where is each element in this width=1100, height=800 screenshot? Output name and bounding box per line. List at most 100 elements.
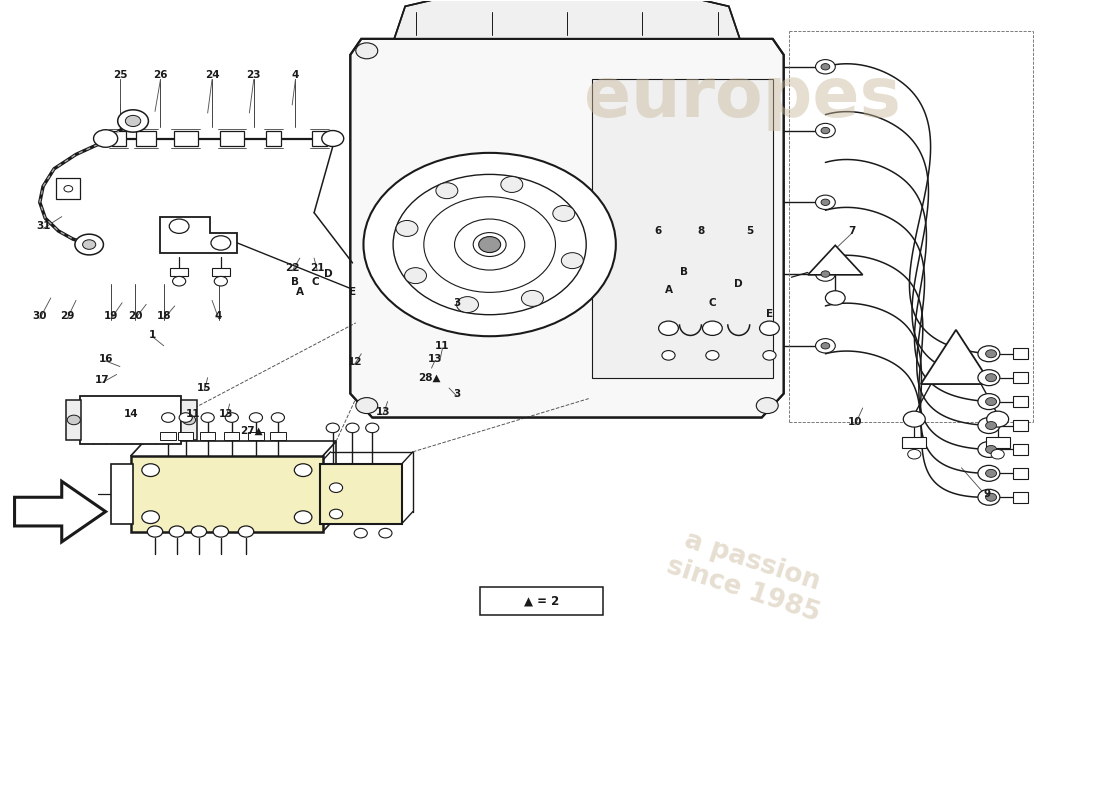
Bar — [320, 464, 402, 523]
Circle shape — [903, 411, 925, 427]
Polygon shape — [14, 482, 106, 542]
Bar — [111, 464, 133, 523]
Circle shape — [978, 370, 1000, 386]
Bar — [178, 432, 194, 440]
Circle shape — [67, 415, 80, 425]
Polygon shape — [161, 217, 238, 253]
Circle shape — [363, 153, 616, 336]
Text: 31: 31 — [36, 222, 51, 231]
Circle shape — [226, 413, 239, 422]
Text: ▲ = 2: ▲ = 2 — [524, 594, 559, 607]
Bar — [200, 432, 216, 440]
Bar — [182, 400, 197, 440]
Text: 30: 30 — [33, 311, 47, 322]
Bar — [266, 130, 282, 146]
Bar — [271, 432, 286, 440]
Text: 5: 5 — [746, 226, 754, 236]
Polygon shape — [350, 39, 783, 418]
Bar — [212, 269, 230, 277]
Bar — [66, 400, 81, 440]
Bar — [170, 269, 188, 277]
Circle shape — [173, 277, 186, 286]
Circle shape — [365, 423, 378, 433]
Circle shape — [706, 350, 719, 360]
Bar — [480, 586, 603, 615]
Text: 13: 13 — [376, 407, 390, 417]
Circle shape — [142, 464, 160, 477]
Text: 19: 19 — [103, 311, 119, 322]
Circle shape — [821, 199, 829, 206]
Text: A: A — [296, 287, 304, 298]
Text: 3: 3 — [453, 389, 461, 398]
Text: 12: 12 — [348, 357, 362, 366]
Circle shape — [763, 350, 776, 360]
Circle shape — [978, 490, 1000, 506]
Circle shape — [125, 115, 141, 126]
Circle shape — [986, 446, 997, 454]
Circle shape — [821, 342, 829, 349]
Circle shape — [825, 290, 845, 305]
Circle shape — [295, 464, 312, 477]
Bar — [174, 130, 198, 146]
Bar — [136, 130, 156, 146]
Circle shape — [142, 511, 160, 523]
Bar — [1013, 420, 1028, 431]
Circle shape — [396, 221, 418, 237]
Circle shape — [454, 219, 525, 270]
Circle shape — [815, 267, 835, 282]
Text: C: C — [311, 277, 319, 287]
Text: D: D — [324, 269, 332, 279]
Circle shape — [183, 415, 196, 425]
Circle shape — [345, 423, 359, 433]
Bar — [1013, 372, 1028, 383]
Circle shape — [703, 321, 723, 335]
Text: 1: 1 — [150, 330, 156, 340]
Text: E: E — [349, 287, 356, 298]
Circle shape — [201, 413, 214, 422]
Circle shape — [478, 237, 500, 253]
Circle shape — [760, 321, 779, 335]
Bar — [112, 130, 125, 146]
Circle shape — [986, 470, 997, 478]
Text: 14: 14 — [123, 410, 139, 419]
Circle shape — [354, 528, 367, 538]
Bar — [249, 432, 264, 440]
Text: 22: 22 — [285, 263, 299, 274]
Circle shape — [986, 494, 997, 502]
Circle shape — [978, 394, 1000, 410]
Text: 26: 26 — [153, 70, 167, 80]
Circle shape — [978, 346, 1000, 362]
Bar — [902, 438, 926, 448]
Bar — [56, 178, 80, 199]
Text: A: A — [664, 285, 672, 295]
Circle shape — [821, 271, 829, 278]
Text: 20: 20 — [128, 311, 143, 322]
Text: europes: europes — [584, 63, 901, 130]
Text: 6: 6 — [653, 226, 661, 236]
Circle shape — [815, 59, 835, 74]
Text: 11: 11 — [436, 341, 450, 350]
Circle shape — [213, 526, 229, 537]
Text: a passion
since 1985: a passion since 1985 — [663, 524, 833, 626]
Text: 15: 15 — [197, 383, 211, 393]
Circle shape — [214, 277, 228, 286]
Text: 4: 4 — [292, 70, 299, 80]
Polygon shape — [394, 0, 740, 39]
Text: 21: 21 — [310, 263, 324, 274]
Text: 13: 13 — [219, 410, 233, 419]
Text: 28▲: 28▲ — [418, 373, 441, 382]
Text: 10: 10 — [848, 418, 862, 427]
Bar — [224, 432, 240, 440]
Circle shape — [821, 127, 829, 134]
Circle shape — [211, 236, 231, 250]
Text: D: D — [735, 279, 743, 290]
Circle shape — [500, 177, 522, 193]
Polygon shape — [921, 330, 991, 384]
Circle shape — [378, 528, 392, 538]
Circle shape — [147, 526, 163, 537]
Bar — [1013, 396, 1028, 407]
Bar — [80, 396, 182, 444]
Circle shape — [355, 43, 377, 58]
Circle shape — [330, 483, 342, 493]
Text: 25: 25 — [112, 70, 128, 80]
